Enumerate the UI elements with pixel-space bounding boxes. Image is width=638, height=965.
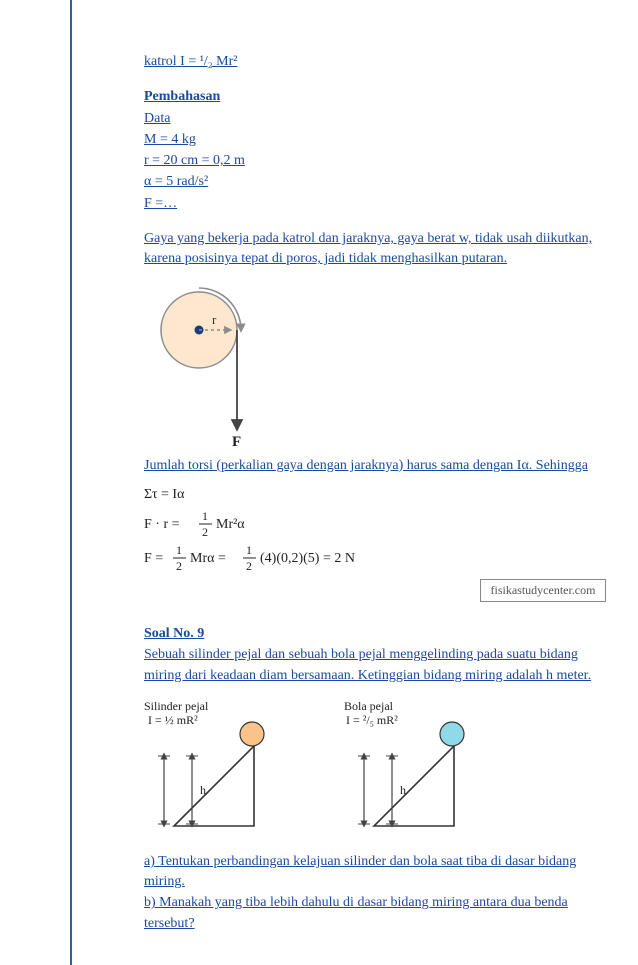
svg-text:2: 2: [176, 559, 182, 573]
svg-text:h: h: [200, 783, 206, 797]
explain-forces: Gaya yang bekerja pada katrol dan jarakn…: [144, 229, 608, 270]
svg-text:2: 2: [246, 559, 252, 573]
svg-text:Mr²α: Mr²α: [216, 517, 245, 532]
svg-text:F: F: [232, 434, 241, 450]
svg-text:I = ½ mR²: I = ½ mR²: [148, 713, 198, 727]
svg-text:1: 1: [176, 543, 182, 557]
svg-text:F =: F =: [144, 551, 163, 566]
intro-equation: katrol I = ¹/₂ Mr²: [144, 52, 608, 72]
pembahasan-title: Pembahasan: [144, 87, 608, 107]
svg-text:h: h: [400, 783, 406, 797]
equation-block: Στ = Iα F · r = 1 2 Mr²α F = 1 2 Mrα = 1…: [144, 484, 608, 602]
soal9-body: Sebuah silinder pejal dan sebuah bola pe…: [144, 645, 608, 686]
svg-text:r: r: [212, 312, 217, 327]
question-a: a) Tentukan perbandingan kelajuan silind…: [144, 852, 608, 893]
svg-text:Mrα =: Mrα =: [190, 551, 226, 566]
question-b: b) Manakah yang tiba lebih dahulu di das…: [144, 893, 608, 934]
data-alpha: α = 5 rad/s²: [144, 172, 608, 192]
data-F: F =…: [144, 194, 608, 214]
site-credit: fisikastudycenter.com: [480, 579, 607, 602]
explain-torque: Jumlah torsi (perkalian gaya dengan jara…: [144, 456, 608, 476]
svg-text:(4)(0,2)(5) = 2 N: (4)(0,2)(5) = 2 N: [260, 551, 355, 566]
eq-line1: Στ = Iα: [144, 487, 185, 502]
soal9-title: Soal No. 9: [144, 624, 608, 644]
data-r: r = 20 cm = 0,2 m: [144, 151, 608, 171]
data-M: M = 4 kg: [144, 130, 608, 150]
svg-text:I = ²/₅ mR²: I = ²/₅ mR²: [346, 713, 398, 727]
incline-diagram: Silinder pejal I = ½ mR² h Bola pejal I …: [144, 696, 608, 846]
svg-text:2: 2: [202, 525, 208, 539]
svg-text:1: 1: [246, 543, 252, 557]
data-label: Data: [144, 109, 608, 129]
pulley-diagram: r F: [144, 280, 608, 450]
svg-text:F · r =: F · r =: [144, 517, 180, 532]
svg-text:Bola pejal: Bola pejal: [344, 699, 394, 713]
svg-text:Silinder pejal: Silinder pejal: [144, 699, 209, 713]
svg-text:1: 1: [202, 509, 208, 523]
